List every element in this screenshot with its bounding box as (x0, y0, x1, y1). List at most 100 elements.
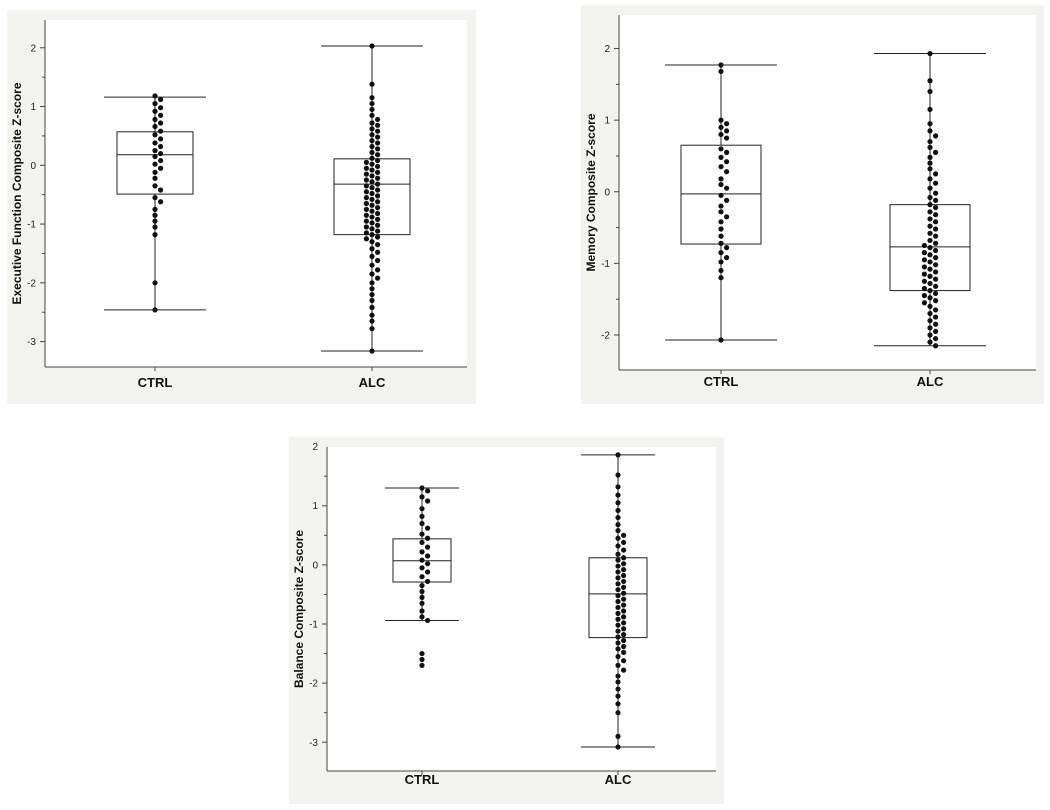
data-point (158, 199, 164, 205)
data-point (615, 452, 621, 458)
data-point (927, 245, 933, 251)
data-point (369, 318, 375, 324)
data-point (921, 278, 927, 284)
data-point (369, 297, 375, 304)
data-point (419, 574, 425, 580)
data-point (933, 197, 939, 203)
data-point (927, 50, 933, 57)
y-tick-label: 0 (604, 187, 610, 198)
data-point (419, 600, 425, 606)
data-point (927, 202, 933, 208)
data-point (369, 100, 375, 107)
data-point (927, 310, 933, 317)
data-point (425, 488, 431, 494)
data-point (724, 159, 730, 165)
data-point (933, 269, 939, 275)
data-point (375, 187, 381, 193)
data-point (375, 152, 381, 158)
data-point (718, 124, 724, 130)
data-point (927, 121, 933, 127)
x-category-label: ALC (605, 772, 632, 787)
data-point (419, 588, 425, 595)
data-point (375, 199, 381, 205)
data-point (933, 307, 939, 313)
data-point (615, 622, 621, 628)
data-point (158, 105, 164, 111)
data-point (369, 214, 375, 220)
data-point (369, 291, 375, 298)
x-category-label: CTRL (405, 772, 440, 787)
data-point (724, 214, 730, 220)
data-point (369, 126, 375, 132)
data-point (927, 332, 933, 338)
x-category-label: CTRL (704, 374, 739, 389)
balance-chart-panel: 2 1 0 -1 -2 -3 Balance Composite Z-score CTRL AL… (289, 437, 724, 804)
data-point (369, 253, 375, 259)
data-point (927, 287, 933, 294)
data-point (419, 531, 425, 537)
data-point (369, 179, 375, 185)
data-point (724, 197, 730, 203)
data-point (615, 557, 621, 563)
data-point (152, 116, 158, 123)
data-point (718, 250, 724, 256)
data-point (724, 128, 730, 134)
data-point (724, 149, 730, 155)
y-tick-label: -1 (309, 620, 318, 631)
data-point (927, 339, 933, 345)
data-point (375, 267, 381, 273)
data-point (615, 616, 621, 622)
data-point (615, 484, 621, 490)
data-point (718, 275, 724, 281)
data-point (369, 262, 375, 268)
data-point (419, 656, 425, 663)
data-point (933, 240, 939, 246)
data-point (152, 218, 158, 224)
data-point (369, 348, 375, 354)
data-point (718, 240, 724, 246)
data-point (369, 202, 375, 208)
data-point (363, 183, 369, 189)
data-point (152, 100, 158, 107)
data-point (152, 175, 158, 181)
data-point (718, 337, 724, 343)
data-point (369, 239, 375, 245)
data-point (363, 218, 369, 224)
data-point (419, 549, 425, 555)
data-point (419, 506, 425, 512)
data-point (375, 228, 381, 234)
y-tick-label: 2 (604, 44, 610, 55)
data-point (718, 226, 724, 232)
data-point (615, 522, 621, 528)
data-point (921, 271, 927, 277)
data-point (425, 578, 431, 585)
data-point (152, 153, 158, 160)
data-point (718, 192, 724, 198)
data-point (933, 335, 939, 342)
data-point (152, 140, 158, 146)
y-tick-label: 0 (312, 560, 318, 571)
data-point (621, 614, 627, 620)
data-point (933, 212, 939, 218)
data-point (369, 271, 375, 277)
data-point (933, 180, 939, 186)
data-point (615, 598, 621, 605)
data-point (419, 662, 425, 668)
y-axis-title: Balance Composite Z-score (292, 530, 306, 688)
data-point (621, 590, 627, 596)
data-point (363, 159, 369, 165)
data-point (375, 222, 381, 228)
data-point (375, 163, 381, 170)
data-point (363, 200, 369, 207)
data-point (921, 300, 927, 306)
data-point (152, 212, 158, 218)
data-point (369, 149, 375, 155)
data-point (152, 183, 158, 189)
data-point (927, 176, 933, 182)
data-point (927, 216, 933, 222)
data-point (615, 535, 621, 541)
y-tick-label: 0 (30, 161, 36, 172)
data-point (615, 686, 621, 692)
data-point (369, 143, 375, 150)
y-tick-label: 2 (312, 442, 318, 453)
